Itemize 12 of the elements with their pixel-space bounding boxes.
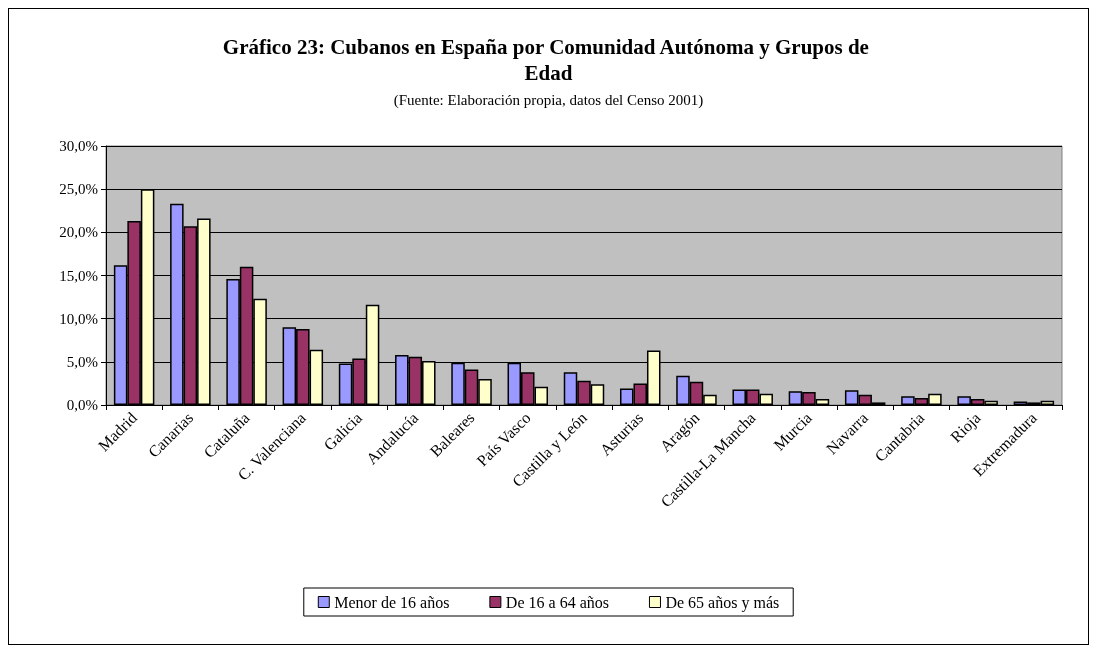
y-tick-label: 20,0% xyxy=(59,224,98,241)
y-tick-label: 0,0% xyxy=(66,397,98,413)
chart-subtitle: (Fuente: Elaboración propia, datos del Censo 2001) xyxy=(393,91,704,109)
y-tick-label: 5,0% xyxy=(66,353,98,370)
legend-label: Menor de 16 años xyxy=(334,593,450,611)
y-tick-label: 15,0% xyxy=(59,267,98,284)
chart-title: Gráfico 23: Cubanos en España por Comunidad Autónoma y Grupos de Edad xyxy=(222,35,875,85)
legend-label: De 65 años y más xyxy=(665,593,780,612)
y-tick-label: 25,0% xyxy=(59,181,98,198)
legend-label: De 16 a 64 años xyxy=(505,593,609,611)
y-tick-label: 10,0% xyxy=(59,310,98,327)
y-tick-label: 30,0% xyxy=(59,138,98,154)
